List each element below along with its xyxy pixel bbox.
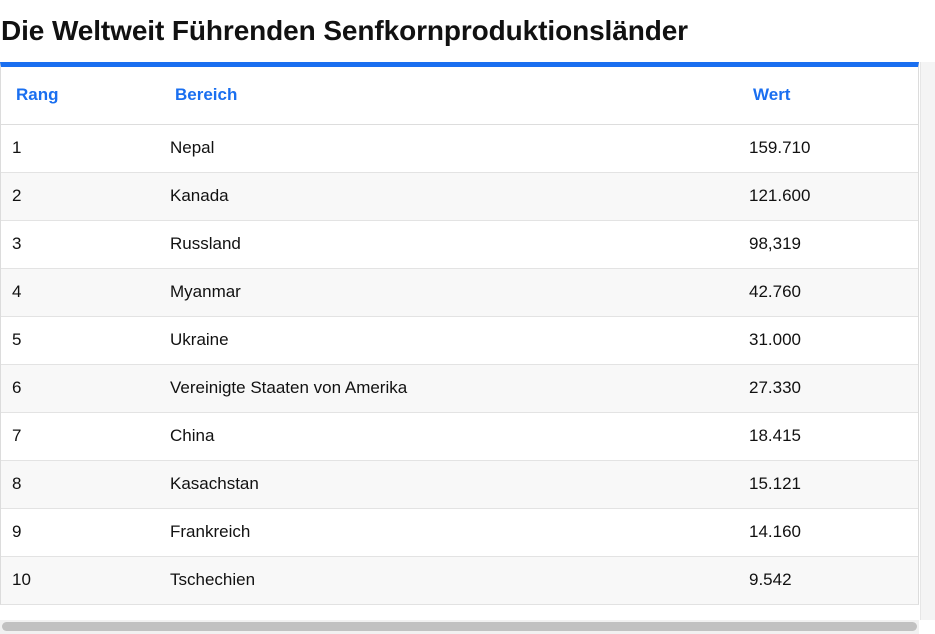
value-cell: 159.710 — [738, 124, 918, 173]
rank-cell: 9 — [1, 508, 160, 557]
ranking-table-container: Rang Bereich Wert 1 Nepal 159.710 2 Kana… — [0, 62, 919, 605]
rank-cell: 5 — [1, 316, 160, 365]
area-cell: Ukraine — [160, 316, 738, 365]
value-cell: 15.121 — [738, 460, 918, 509]
rank-cell: 1 — [1, 124, 160, 173]
area-cell: Kanada — [160, 172, 738, 221]
rank-cell: 3 — [1, 220, 160, 269]
page-title: Die Weltweit Führenden Senfkornproduktio… — [1, 15, 688, 46]
rank-cell: 6 — [1, 364, 160, 413]
table-row: 5 Ukraine 31.000 — [1, 316, 918, 365]
column-header-area[interactable]: Bereich — [160, 67, 738, 125]
column-header-value[interactable]: Wert — [738, 67, 918, 125]
horizontal-scrollbar[interactable] — [0, 620, 919, 634]
area-cell: Nepal — [160, 124, 738, 173]
area-cell: China — [160, 412, 738, 461]
rank-cell: 10 — [1, 556, 160, 604]
area-cell: Myanmar — [160, 268, 738, 317]
rank-cell: 8 — [1, 460, 160, 509]
rank-cell: 4 — [1, 268, 160, 317]
table-header-row: Rang Bereich Wert — [1, 67, 918, 125]
column-header-rank[interactable]: Rang — [1, 67, 160, 125]
horizontal-scroll-thumb[interactable] — [2, 622, 917, 631]
rank-cell: 7 — [1, 412, 160, 461]
area-cell: Russland — [160, 220, 738, 269]
vertical-scroll-track[interactable] — [920, 62, 935, 620]
table-row: 4 Myanmar 42.760 — [1, 268, 918, 317]
table-row: 10 Tschechien 9.542 — [1, 556, 918, 604]
value-cell: 14.160 — [738, 508, 918, 557]
table-row: 3 Russland 98,319 — [1, 220, 918, 269]
table-row: 9 Frankreich 14.160 — [1, 508, 918, 557]
table-row: 1 Nepal 159.710 — [1, 124, 918, 173]
value-cell: 121.600 — [738, 172, 918, 221]
value-cell: 18.415 — [738, 412, 918, 461]
value-cell: 31.000 — [738, 316, 918, 365]
value-cell: 42.760 — [738, 268, 918, 317]
table-row: 8 Kasachstan 15.121 — [1, 460, 918, 509]
area-cell: Kasachstan — [160, 460, 738, 509]
area-cell: Vereinigte Staaten von Amerika — [160, 364, 738, 413]
value-cell: 27.330 — [738, 364, 918, 413]
table-row: 2 Kanada 121.600 — [1, 172, 918, 221]
table-row: 7 China 18.415 — [1, 412, 918, 461]
ranking-table: Rang Bereich Wert 1 Nepal 159.710 2 Kana… — [1, 67, 918, 604]
table-row: 6 Vereinigte Staaten von Amerika 27.330 — [1, 364, 918, 413]
area-cell: Tschechien — [160, 556, 738, 604]
area-cell: Frankreich — [160, 508, 738, 557]
value-cell: 9.542 — [738, 556, 918, 604]
value-cell: 98,319 — [738, 220, 918, 269]
rank-cell: 2 — [1, 172, 160, 221]
